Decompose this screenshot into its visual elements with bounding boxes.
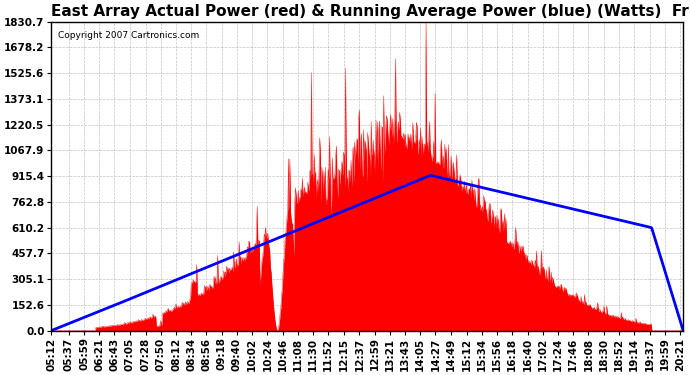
Text: East Array Actual Power (red) & Running Average Power (blue) (Watts)  Fri Jun 22: East Array Actual Power (red) & Running … — [52, 4, 690, 19]
Text: Copyright 2007 Cartronics.com: Copyright 2007 Cartronics.com — [58, 31, 199, 40]
